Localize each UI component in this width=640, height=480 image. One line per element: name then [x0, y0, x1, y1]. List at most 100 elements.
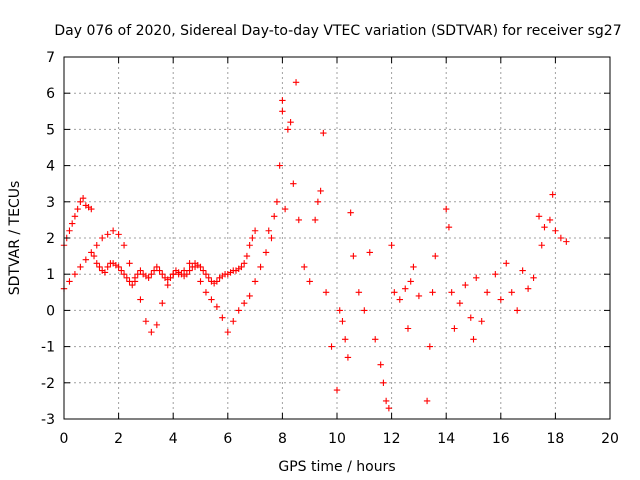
data-point	[301, 263, 308, 271]
data-point	[148, 271, 155, 278]
data-point	[74, 205, 81, 213]
x-tick-label: 0	[60, 431, 69, 447]
data-point	[202, 289, 210, 296]
data-point	[281, 205, 289, 213]
data-point	[202, 271, 210, 278]
data-point	[175, 271, 182, 278]
data-point	[284, 126, 292, 133]
data-point	[213, 278, 221, 285]
x-tick-label: 6	[223, 431, 232, 447]
data-point	[66, 278, 73, 285]
data-point	[240, 260, 248, 267]
data-point	[385, 404, 393, 412]
data-point	[279, 108, 286, 115]
x-tick-label: 14	[437, 431, 455, 447]
data-point	[492, 271, 499, 278]
data-point	[341, 336, 349, 343]
data-point	[322, 289, 330, 296]
data-point	[503, 260, 510, 267]
data-point	[339, 318, 346, 325]
x-tick-label: 8	[278, 431, 287, 447]
data-point	[93, 242, 100, 249]
data-point	[134, 271, 141, 278]
data-point	[88, 205, 95, 213]
data-point	[159, 299, 166, 307]
data-point	[230, 318, 237, 325]
data-point	[407, 278, 414, 285]
data-point	[276, 162, 283, 169]
data-point	[423, 397, 431, 405]
data-point	[279, 97, 286, 104]
data-point	[295, 216, 302, 224]
x-tick-label: 18	[546, 431, 564, 447]
data-point	[153, 263, 161, 271]
data-point	[557, 234, 565, 242]
data-point	[249, 234, 256, 242]
y-tick-label: 0	[46, 303, 55, 319]
x-tick-labels: 0 2 4 6 8 10 12 14 16 18 20	[60, 431, 619, 447]
data-point	[142, 318, 150, 325]
data-point	[451, 325, 458, 332]
data-point	[287, 118, 294, 126]
data-point	[183, 271, 191, 278]
data-point	[328, 343, 335, 350]
data-point	[372, 336, 379, 343]
data-point	[366, 249, 373, 256]
data-point	[473, 274, 480, 282]
data-point	[200, 267, 207, 274]
data-point	[90, 252, 98, 260]
data-point	[432, 252, 439, 260]
x-tick-label: 16	[492, 431, 510, 447]
data-point	[271, 213, 278, 220]
data-point	[388, 242, 395, 249]
data-point	[524, 285, 532, 292]
data-point	[224, 328, 231, 336]
data-point	[563, 238, 570, 245]
data-point	[549, 191, 556, 198]
data-point	[443, 205, 450, 213]
data-point	[429, 289, 436, 296]
data-point	[159, 271, 166, 278]
y-tick-label: 4	[46, 159, 55, 175]
y-tick-label: -2	[41, 376, 55, 392]
data-point	[191, 263, 199, 271]
data-point	[167, 274, 174, 282]
data-point	[197, 278, 204, 285]
y-tick-label: 5	[46, 122, 55, 138]
data-point	[462, 281, 469, 289]
data-point	[530, 274, 537, 282]
data-point	[77, 263, 84, 271]
data-point	[290, 180, 297, 187]
data-point	[137, 267, 144, 274]
data-point	[350, 252, 357, 260]
data-point	[355, 289, 363, 296]
data-point	[170, 271, 177, 278]
data-point	[519, 267, 526, 274]
data-point	[197, 263, 204, 271]
data-point	[538, 242, 545, 249]
y-tick-labels: -3 -2 -1 0 1 2 3 4 5 6 7	[41, 50, 55, 428]
data-point	[120, 242, 128, 249]
data-point	[513, 307, 521, 314]
data-point	[382, 397, 390, 405]
data-point	[145, 274, 152, 282]
data-point	[93, 260, 100, 267]
data-point	[478, 318, 485, 325]
data-point	[448, 289, 455, 296]
data-point	[109, 227, 117, 234]
data-point	[361, 307, 368, 314]
data-point	[317, 187, 324, 195]
data-point	[150, 267, 158, 274]
data-point	[205, 274, 212, 282]
data-point	[273, 198, 281, 205]
data-point	[333, 386, 341, 394]
data-point	[120, 271, 128, 278]
data-point	[265, 227, 272, 234]
x-tick-label: 4	[169, 431, 178, 447]
data-point	[552, 227, 559, 234]
axis-ticks	[63, 56, 611, 420]
data-point	[126, 278, 133, 285]
data-point	[240, 299, 248, 307]
x-tick-label: 20	[601, 431, 619, 447]
data-point	[246, 292, 253, 300]
